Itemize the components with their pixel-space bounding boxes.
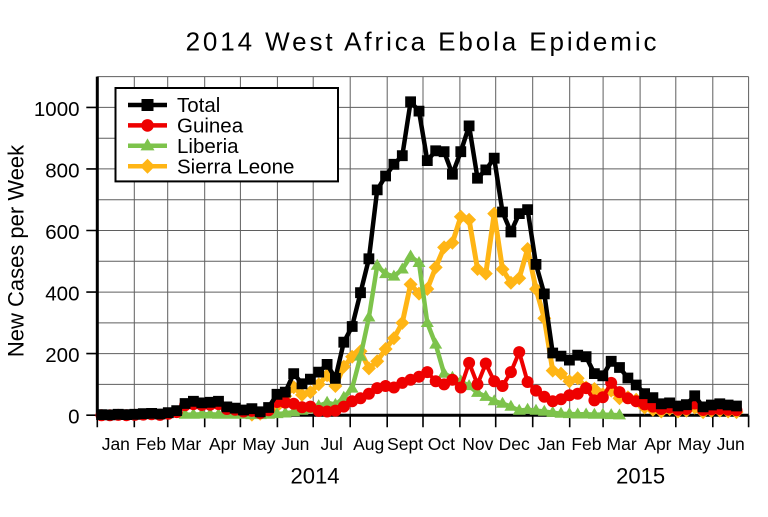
svg-text:Apr: Apr	[209, 434, 236, 454]
svg-text:Guinea: Guinea	[177, 115, 244, 138]
svg-text:Mar: Mar	[607, 434, 637, 454]
svg-text:Sept: Sept	[387, 434, 423, 454]
svg-text:Oct: Oct	[428, 434, 455, 454]
svg-text:200: 200	[45, 344, 79, 367]
svg-text:New Cases per Week: New Cases per Week	[4, 144, 29, 357]
svg-text:Jun: Jun	[281, 434, 309, 454]
svg-text:Dec: Dec	[499, 434, 530, 454]
svg-text:Feb: Feb	[571, 434, 601, 454]
svg-text:Jun: Jun	[717, 434, 745, 454]
svg-text:600: 600	[45, 221, 79, 244]
svg-text:Mar: Mar	[171, 434, 201, 454]
svg-text:Sierra Leone: Sierra Leone	[177, 155, 294, 178]
svg-text:400: 400	[45, 283, 79, 306]
svg-text:2014: 2014	[291, 464, 340, 489]
svg-text:Apr: Apr	[644, 434, 671, 454]
svg-text:2014 West Africa Ebola Epidemi: 2014 West Africa Ebola Epidemic	[186, 27, 660, 57]
svg-text:800: 800	[45, 159, 79, 182]
svg-text:Total: Total	[177, 94, 220, 117]
svg-text:Feb: Feb	[136, 434, 166, 454]
svg-text:Aug: Aug	[353, 434, 384, 454]
svg-text:1000: 1000	[34, 98, 80, 121]
svg-text:Nov: Nov	[462, 434, 493, 454]
svg-text:0: 0	[68, 406, 79, 429]
svg-text:May: May	[242, 434, 275, 454]
svg-text:Liberia: Liberia	[177, 135, 239, 158]
svg-text:Jul: Jul	[321, 434, 343, 454]
svg-text:Jan: Jan	[102, 434, 130, 454]
svg-text:May: May	[678, 434, 711, 454]
svg-text:2015: 2015	[616, 464, 665, 489]
svg-text:Jan: Jan	[537, 434, 565, 454]
